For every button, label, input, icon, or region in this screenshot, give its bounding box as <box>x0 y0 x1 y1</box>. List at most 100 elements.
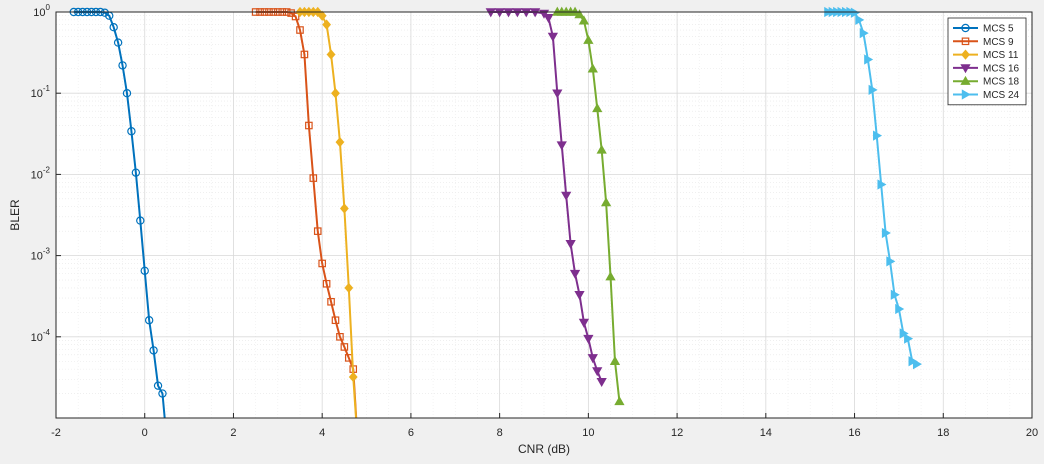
data-point <box>122 88 132 98</box>
data-point <box>331 88 340 99</box>
x-tick-label: 0 <box>142 427 148 439</box>
data-point <box>596 377 607 388</box>
data-point <box>291 12 300 21</box>
legend-item: MCS 18 <box>953 75 1020 88</box>
y-tick-label: 10-1 <box>31 84 51 100</box>
data-point <box>850 7 860 18</box>
plot-area-frame <box>55 11 1033 419</box>
data-point <box>131 168 141 177</box>
data-point <box>149 346 158 355</box>
data-point <box>309 174 318 182</box>
y-axis-label: BLER <box>8 199 22 231</box>
data-point <box>326 49 336 60</box>
data-point <box>614 396 625 406</box>
legend-item: MCS 11 <box>953 49 1019 61</box>
data-point <box>961 37 970 46</box>
data-point <box>881 227 891 239</box>
data-point <box>890 289 900 300</box>
y-tick-label: 100 <box>33 3 50 19</box>
data-point <box>877 179 887 190</box>
data-point <box>335 136 345 148</box>
x-axis-label: CNR (dB) <box>518 442 570 456</box>
data-point <box>565 240 576 250</box>
data-point <box>136 216 145 225</box>
data-point <box>873 130 883 141</box>
data-point <box>864 54 874 65</box>
data-point <box>322 279 331 288</box>
data-point <box>109 22 118 32</box>
data-point <box>317 10 327 21</box>
legend-label: MCS 5 <box>983 24 1014 35</box>
data-point <box>600 197 612 207</box>
data-point <box>153 381 163 390</box>
data-point <box>339 203 349 214</box>
data-point <box>961 23 970 33</box>
data-point <box>313 227 322 235</box>
x-tick-label: 20 <box>1026 427 1038 439</box>
legend-label: MCS 11 <box>983 50 1019 61</box>
data-point <box>596 144 607 154</box>
data-point <box>296 26 304 34</box>
legend-label: MCS 24 <box>983 90 1020 101</box>
data-point <box>583 34 594 44</box>
legend-item: MCS 16 <box>953 63 1020 74</box>
data-point <box>127 127 136 136</box>
data-point <box>578 318 590 328</box>
data-point <box>583 334 594 344</box>
legend-label: MCS 16 <box>983 63 1020 74</box>
x-tick-label: 16 <box>848 427 860 439</box>
data-point <box>118 61 127 70</box>
data-point <box>322 19 332 30</box>
data-point <box>592 103 603 113</box>
legend-box <box>947 17 1027 106</box>
data-point <box>340 343 349 351</box>
data-point <box>348 371 358 383</box>
data-point <box>886 256 896 267</box>
y-tick-label: 10-4 <box>31 328 51 344</box>
x-tick-label: 10 <box>582 427 594 439</box>
data-point <box>336 333 344 341</box>
data-point <box>578 15 590 25</box>
y-tick-label: 10-3 <box>31 247 51 263</box>
data-point <box>344 282 354 294</box>
x-tick-label: 6 <box>408 427 414 439</box>
data-point <box>547 32 559 42</box>
data-point <box>605 271 616 281</box>
x-tick-label: 18 <box>937 427 949 439</box>
data-point <box>113 38 123 47</box>
legend-item: MCS 5 <box>953 24 1014 35</box>
data-point <box>961 89 971 100</box>
data-point <box>140 266 149 275</box>
data-point <box>318 259 326 268</box>
x-tick-label: -2 <box>51 427 61 439</box>
data-point <box>908 356 918 367</box>
x-tick-label: 2 <box>230 427 236 439</box>
legend-label: MCS 18 <box>983 77 1020 88</box>
data-point <box>305 121 313 130</box>
data-point <box>300 50 309 59</box>
x-tick-label: 4 <box>319 427 325 439</box>
y-tick-label: 10-2 <box>31 165 51 181</box>
data-point <box>912 359 922 370</box>
data-point <box>144 316 154 325</box>
data-point <box>561 191 572 201</box>
data-point <box>961 49 970 60</box>
data-point <box>574 9 585 19</box>
x-tick-label: 12 <box>671 427 683 439</box>
data-point <box>904 333 914 344</box>
data-point <box>609 355 621 365</box>
data-point <box>327 297 335 306</box>
data-point <box>868 84 878 95</box>
data-point <box>895 303 905 315</box>
data-point <box>855 14 865 26</box>
data-point <box>331 316 340 325</box>
data-point <box>574 290 585 301</box>
legend-label: MCS 9 <box>983 37 1014 48</box>
data-point <box>899 328 909 339</box>
data-point <box>552 89 563 99</box>
data-point <box>859 27 869 39</box>
x-tick-label: 8 <box>497 427 503 439</box>
x-tick-label: 14 <box>760 427 772 439</box>
data-point <box>543 14 554 24</box>
